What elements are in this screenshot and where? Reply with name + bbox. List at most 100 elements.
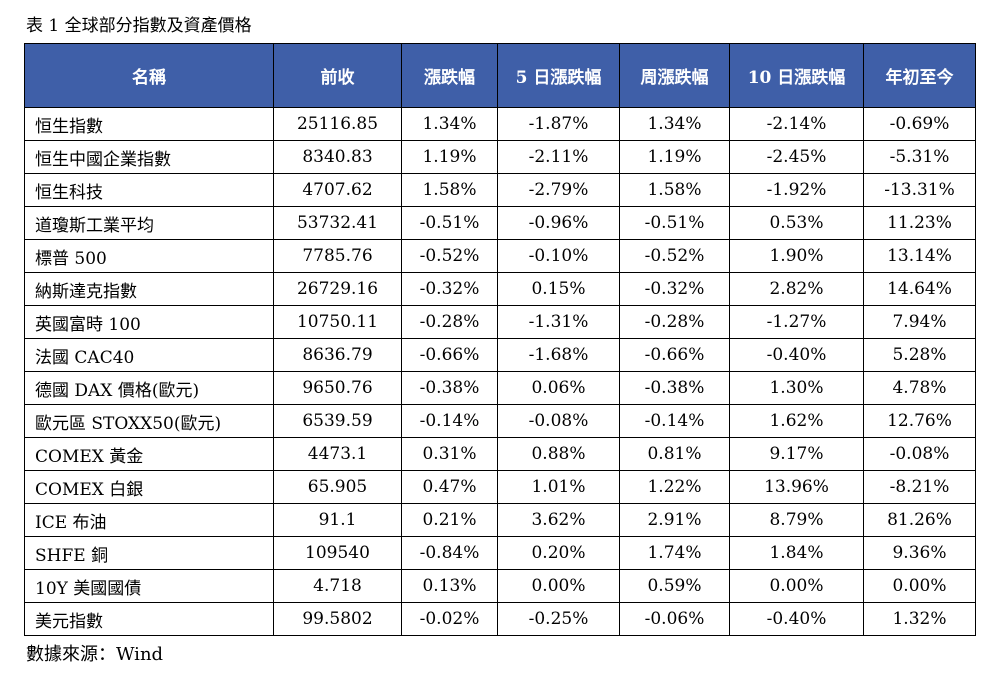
cell-10d-change: -0.40% [729, 338, 864, 372]
cell-10d-change: 0.00% [729, 569, 864, 603]
cell-10d-change: -1.27% [729, 305, 864, 339]
header-change: 漲跌幅 [401, 43, 498, 108]
cell-ytd: 0.00% [863, 569, 976, 603]
cell-change: -0.28% [401, 305, 498, 339]
cell-5d-change: -2.11% [497, 140, 620, 174]
cell-name: 恒生指數 [24, 107, 274, 141]
cell-prev-close: 65.905 [273, 470, 402, 504]
cell-5d-change: -2.79% [497, 173, 620, 207]
cell-change: -0.32% [401, 272, 498, 306]
cell-change: -0.02% [401, 602, 498, 636]
cell-prev-close: 99.5802 [273, 602, 402, 636]
cell-ytd: -0.08% [863, 437, 976, 471]
cell-change: 1.58% [401, 173, 498, 207]
cell-5d-change: -0.25% [497, 602, 620, 636]
cell-change: -0.51% [401, 206, 498, 240]
cell-ytd: -0.69% [863, 107, 976, 141]
cell-week-change: 0.81% [619, 437, 730, 471]
table-row: 美元指數 99.5802 -0.02% -0.25% -0.06% -0.40% 1.32% [24, 602, 976, 636]
cell-week-change: 2.91% [619, 503, 730, 537]
table-row: SHFE 銅 109540 -0.84% 0.20% 1.74% 1.84% 9.36% [24, 536, 976, 570]
cell-5d-change: -1.31% [497, 305, 620, 339]
cell-name: 道瓊斯工業平均 [24, 206, 274, 240]
table-row: 納斯達克指數 26729.16 -0.32% 0.15% -0.32% 2.82% 14.6… [24, 272, 976, 306]
cell-ytd: 4.78% [863, 371, 976, 405]
cell-5d-change: -0.96% [497, 206, 620, 240]
table-row: 英國富時 100 10750.11 -0.28% -1.31% -0.28% -1.27%… [24, 305, 976, 339]
cell-week-change: 1.22% [619, 470, 730, 504]
cell-10d-change: 2.82% [729, 272, 864, 306]
cell-name: 恒生科技 [24, 173, 274, 207]
cell-ytd: 14.64% [863, 272, 976, 306]
cell-change: 0.47% [401, 470, 498, 504]
cell-week-change: -0.51% [619, 206, 730, 240]
table-row: 道瓊斯工業平均 53732.41 -0.51% -0.96% -0.51% 0.53% 11… [24, 206, 976, 240]
cell-ytd: 9.36% [863, 536, 976, 570]
cell-week-change: -0.28% [619, 305, 730, 339]
cell-ytd: 81.26% [863, 503, 976, 537]
cell-prev-close: 4707.62 [273, 173, 402, 207]
cell-name: 10Y 美國國債 [24, 569, 274, 603]
cell-week-change: 1.74% [619, 536, 730, 570]
header-10d-change: 10 日漲跌幅 [729, 43, 864, 108]
cell-ytd: 1.32% [863, 602, 976, 636]
table-row: COMEX 白銀 65.905 0.47% 1.01% 1.22% 13.96% -8.21… [24, 470, 976, 504]
header-prev-close: 前收 [273, 43, 402, 108]
cell-week-change: 0.59% [619, 569, 730, 603]
cell-change: -0.14% [401, 404, 498, 438]
cell-5d-change: -0.08% [497, 404, 620, 438]
cell-10d-change: -1.92% [729, 173, 864, 207]
cell-week-change: -0.52% [619, 239, 730, 273]
cell-prev-close: 10750.11 [273, 305, 402, 339]
cell-5d-change: 1.01% [497, 470, 620, 504]
header-row: 名稱 前收 漲跌幅 5 日漲跌幅 周漲跌幅 10 日漲跌幅 年初至今 [24, 43, 976, 108]
cell-prev-close: 53732.41 [273, 206, 402, 240]
cell-prev-close: 9650.76 [273, 371, 402, 405]
cell-name: COMEX 白銀 [24, 470, 274, 504]
table-row: 標普 500 7785.76 -0.52% -0.10% -0.52% 1.90% 13.1… [24, 239, 976, 273]
cell-prev-close: 25116.85 [273, 107, 402, 141]
cell-10d-change: 13.96% [729, 470, 864, 504]
header-name: 名稱 [24, 43, 274, 108]
table-row: ICE 布油 91.1 0.21% 3.62% 2.91% 8.79% 81.26% [24, 503, 976, 537]
cell-10d-change: -2.14% [729, 107, 864, 141]
cell-ytd: 5.28% [863, 338, 976, 372]
cell-name: 法國 CAC40 [24, 338, 274, 372]
cell-name: 恒生中國企業指數 [24, 140, 274, 174]
cell-10d-change: -2.45% [729, 140, 864, 174]
cell-prev-close: 8636.79 [273, 338, 402, 372]
cell-name: ICE 布油 [24, 503, 274, 537]
cell-prev-close: 26729.16 [273, 272, 402, 306]
cell-change: -0.66% [401, 338, 498, 372]
header-ytd: 年初至今 [863, 43, 976, 108]
cell-name: COMEX 黃金 [24, 437, 274, 471]
cell-ytd: 12.76% [863, 404, 976, 438]
table-row: 歐元區 STOXX50(歐元) 6539.59 -0.14% -0.08% -0.14%… [24, 404, 976, 438]
table-row: 10Y 美國國債 4.718 0.13% 0.00% 0.59% 0.00% 0.00% [24, 569, 976, 603]
cell-5d-change: 0.15% [497, 272, 620, 306]
cell-ytd: 11.23% [863, 206, 976, 240]
table-row: 法國 CAC40 8636.79 -0.66% -1.68% -0.66% -0.40% 5… [24, 338, 976, 372]
table-row: COMEX 黃金 4473.1 0.31% 0.88% 0.81% 9.17% -0.08% [24, 437, 976, 471]
table-row: 恒生中國企業指數 8340.83 1.19% -2.11% 1.19% -2.45% -5.… [24, 140, 976, 174]
cell-10d-change: 8.79% [729, 503, 864, 537]
cell-week-change: -0.32% [619, 272, 730, 306]
cell-name: 標普 500 [24, 239, 274, 273]
cell-week-change: -0.38% [619, 371, 730, 405]
cell-ytd: 13.14% [863, 239, 976, 273]
table-caption: 表 1 全球部分指數及資產價格 [26, 16, 252, 36]
cell-5d-change: 0.20% [497, 536, 620, 570]
cell-week-change: -0.14% [619, 404, 730, 438]
cell-10d-change: 9.17% [729, 437, 864, 471]
cell-prev-close: 4.718 [273, 569, 402, 603]
cell-10d-change: 1.84% [729, 536, 864, 570]
cell-name: 納斯達克指數 [24, 272, 274, 306]
cell-5d-change: -1.87% [497, 107, 620, 141]
cell-week-change: 1.34% [619, 107, 730, 141]
cell-change: -0.38% [401, 371, 498, 405]
cell-prev-close: 7785.76 [273, 239, 402, 273]
cell-ytd: -13.31% [863, 173, 976, 207]
cell-prev-close: 109540 [273, 536, 402, 570]
cell-10d-change: 1.62% [729, 404, 864, 438]
table-row: 恒生科技 4707.62 1.58% -2.79% 1.58% -1.92% -13.31% [24, 173, 976, 207]
